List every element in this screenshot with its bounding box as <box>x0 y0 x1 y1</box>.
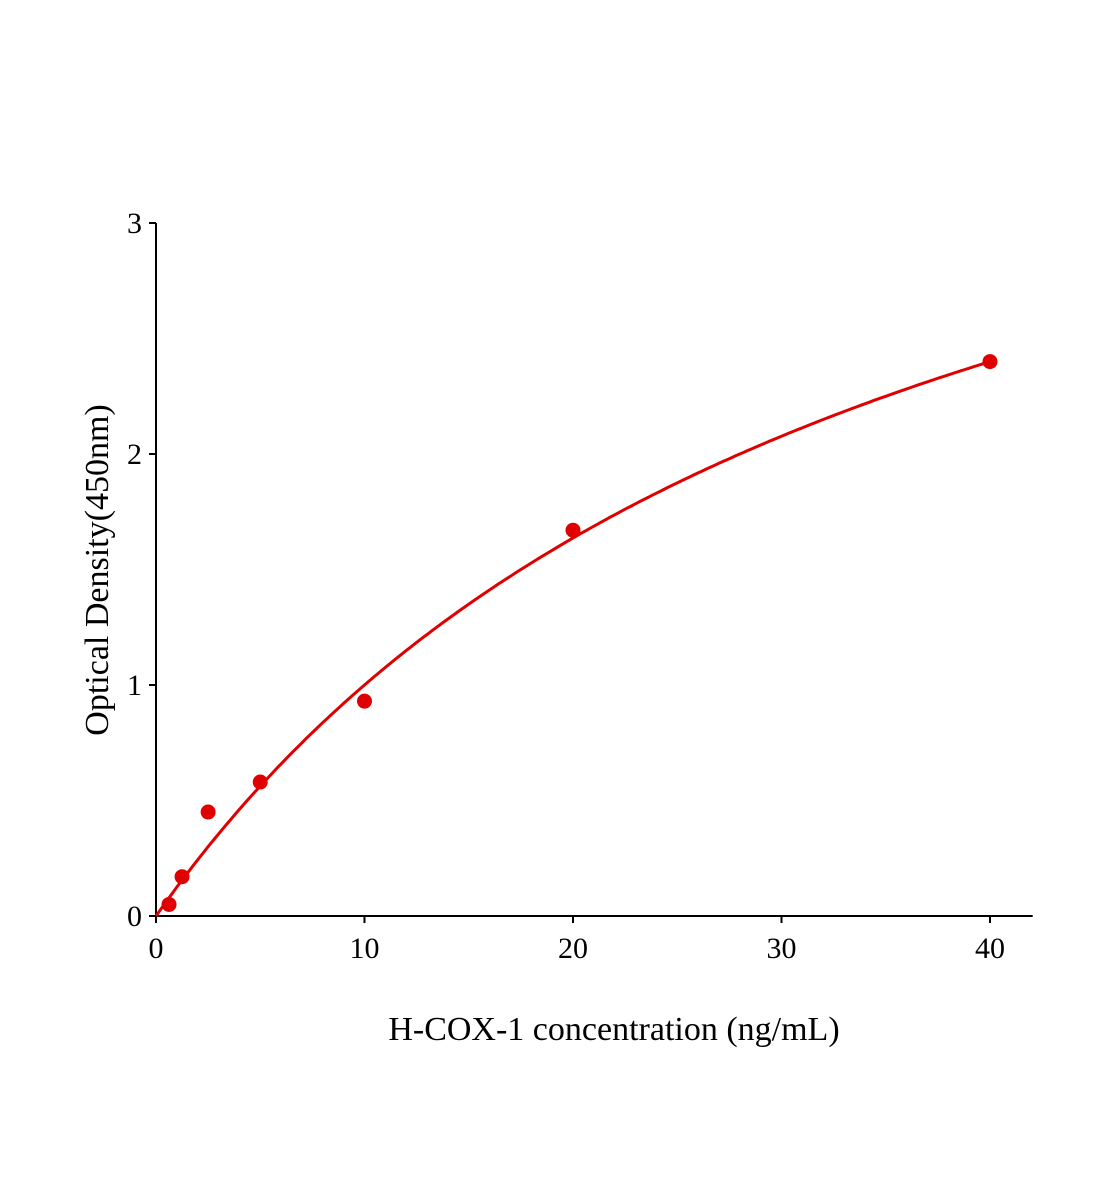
x-tick-label: 40 <box>975 932 1005 965</box>
data-point <box>982 354 998 370</box>
x-tick-label: 30 <box>767 932 797 965</box>
fitted-curve-group <box>154 360 991 917</box>
y-tick-label: 0 <box>127 900 142 933</box>
x-tick-label: 20 <box>558 932 588 965</box>
data-point <box>200 804 216 820</box>
data-points <box>161 354 998 912</box>
data-point <box>161 896 177 912</box>
x-tick-label: 0 <box>149 932 164 965</box>
data-point <box>357 693 372 709</box>
fitted-curve <box>154 360 991 917</box>
data-point <box>252 774 268 790</box>
data-point <box>565 522 581 538</box>
y-axis-label: Optical Density(450nm) <box>79 404 116 735</box>
x-axis-label: H-COX-1 concentration (ng/mL) <box>388 1011 839 1048</box>
y-tick-label: 1 <box>127 669 142 702</box>
y-tick-label: 3 <box>127 207 142 240</box>
x-tick-label: 10 <box>350 932 380 965</box>
y-tick-label: 2 <box>127 438 142 471</box>
data-point <box>174 869 190 885</box>
axes: 0 10 20 30 40 0 1 2 3 <box>127 207 1033 965</box>
